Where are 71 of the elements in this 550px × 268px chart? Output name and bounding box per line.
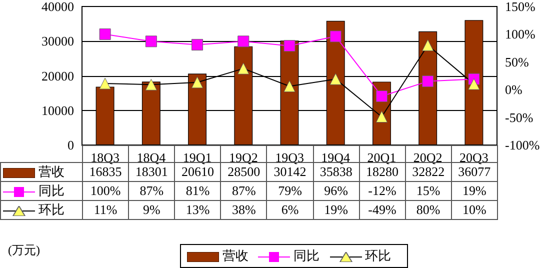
text: (万元): [8, 242, 40, 259]
data-label: 15%: [405, 182, 452, 200]
data-label: 28500: [220, 162, 267, 182]
data-label: 32822: [405, 162, 452, 182]
y2-tick-label: 50%: [505, 54, 529, 70]
x-tick-label: 20Q1: [367, 150, 396, 165]
y2-tick-label: -50%: [505, 110, 534, 125]
legend-label: 同比: [0, 182, 82, 200]
data-label: 19%: [451, 182, 498, 200]
point: [145, 78, 157, 90]
data-label: 80%: [405, 200, 452, 220]
data-label: 18280: [359, 162, 406, 182]
point: [284, 40, 296, 52]
point: [99, 78, 111, 90]
point: [376, 110, 388, 122]
data-label: 87%: [220, 182, 267, 200]
data-label: 10%: [451, 200, 498, 220]
y-tick-label: 30000: [42, 34, 74, 49]
point: [99, 28, 111, 40]
y2-tick-label: -100%: [505, 138, 540, 152]
data-label: 79%: [266, 182, 314, 200]
data-label: 100%: [82, 182, 129, 200]
y-tick-label: 40000: [42, 0, 74, 14]
point: [284, 80, 296, 92]
text: 同比: [294, 248, 320, 263]
data-label: 19%: [313, 200, 360, 220]
y-tick-label: 20000: [42, 68, 74, 84]
point: [422, 40, 434, 52]
point: [468, 78, 480, 90]
point: [422, 76, 434, 88]
legend-label: 营收: [0, 162, 82, 182]
x-tick-label: 19Q1: [182, 150, 212, 165]
data-label: 11%: [82, 200, 129, 220]
data-label: 13%: [174, 200, 221, 220]
point: [330, 73, 342, 85]
x-tick-label: 19Q4: [321, 150, 351, 165]
data-label: -49%: [359, 200, 406, 220]
data-label: 81%: [174, 182, 221, 200]
y2-tick-label: 0%: [505, 82, 522, 98]
y2-tick-label: 150%: [505, 0, 536, 14]
point: [192, 38, 204, 50]
data-label: 96%: [313, 182, 360, 200]
x-tick-label: 19Q3: [275, 150, 304, 165]
data-label: 6%: [266, 200, 314, 220]
x-tick-label: 18Q4: [136, 150, 166, 165]
data-label: 38%: [220, 200, 267, 220]
y2-tick-label: 100%: [505, 26, 536, 42]
x-tick-label: 19Q2: [228, 150, 258, 165]
legend-label: 环比: [0, 200, 82, 220]
point: [376, 90, 388, 102]
data-label: 20610: [174, 162, 221, 182]
x-tick-label: 20Q2: [413, 150, 442, 165]
point: [192, 76, 204, 88]
data-label: 18301: [128, 162, 175, 182]
point: [145, 36, 157, 48]
point: [330, 30, 342, 42]
text: 环比: [364, 248, 391, 263]
data-label: 16835: [82, 162, 129, 182]
text: 营收: [222, 248, 248, 263]
data-label: 36077: [451, 162, 498, 182]
point: [238, 62, 250, 74]
data-label: -12%: [359, 182, 406, 200]
data-label: 30142: [266, 162, 314, 182]
x-tick-label: 18Q3: [90, 150, 120, 165]
y-tick-label: 10000: [42, 102, 74, 118]
data-label: 9%: [128, 200, 175, 220]
x-tick-label: 20Q3: [460, 150, 488, 165]
y-tick-label: 0: [68, 138, 74, 152]
data-label: 87%: [128, 182, 175, 200]
point: [238, 36, 250, 48]
data-label: 35838: [313, 162, 360, 182]
